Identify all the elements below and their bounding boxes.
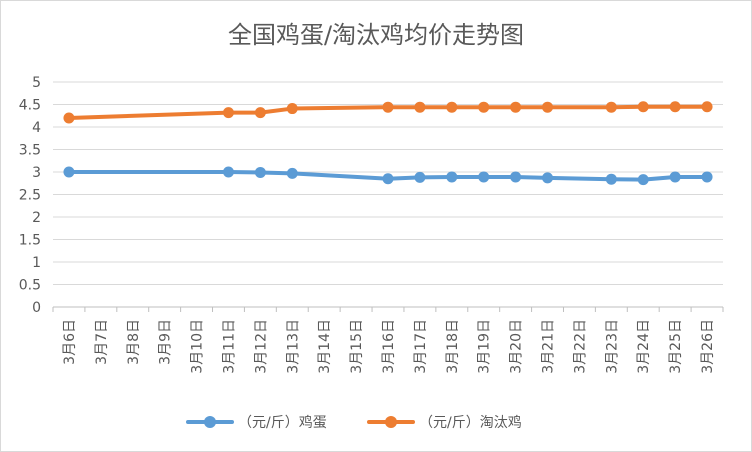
y-tick-label: 1 bbox=[32, 255, 41, 271]
x-tick-label: 3月9日 bbox=[158, 319, 174, 365]
data-point bbox=[478, 101, 490, 113]
legend-label: （元/斤）淘汰鸡 bbox=[419, 414, 522, 431]
data-point bbox=[254, 107, 266, 119]
data-point bbox=[478, 171, 490, 183]
x-tick-label: 3月25日 bbox=[668, 319, 684, 374]
y-tick-label: 4.5 bbox=[19, 98, 41, 114]
y-tick-label: 0 bbox=[32, 300, 41, 316]
data-point bbox=[701, 101, 713, 113]
data-point bbox=[605, 101, 617, 113]
data-point bbox=[414, 171, 426, 183]
x-tick-label: 3月17日 bbox=[413, 319, 429, 374]
x-tick-label: 3月14日 bbox=[317, 319, 333, 374]
y-tick-label: 1.5 bbox=[19, 233, 41, 249]
data-point bbox=[222, 107, 234, 119]
x-tick-label: 3月22日 bbox=[572, 319, 588, 374]
data-point bbox=[510, 101, 522, 113]
data-point bbox=[382, 101, 394, 113]
x-tick-label: 3月6日 bbox=[62, 319, 78, 365]
data-point bbox=[605, 173, 617, 185]
y-tick-label: 5 bbox=[32, 75, 41, 91]
series-eggs bbox=[63, 166, 713, 186]
chart-title: 全国鸡蛋/淘汰鸡均价走势图 bbox=[228, 21, 524, 49]
y-axis-ticks: 5 4.5 4 3.5 3 2.5 2 1.5 1 0.5 0 bbox=[19, 75, 41, 316]
legend-swatch-marker bbox=[385, 416, 397, 428]
y-tick-label: 2 bbox=[32, 210, 41, 226]
legend-label: （元/斤）鸡蛋 bbox=[238, 414, 327, 431]
series-layer bbox=[63, 101, 713, 186]
y-tick-label: 3.5 bbox=[19, 143, 41, 159]
data-point bbox=[669, 101, 681, 113]
x-tick-label: 3月26日 bbox=[700, 319, 716, 374]
data-point bbox=[63, 112, 75, 124]
data-point bbox=[222, 166, 234, 178]
x-axis: 3月6日 3月7日 3月8日 3月9日 3月10日 3月11日 3月12日 3月13日 3月14… bbox=[52, 306, 724, 374]
legend[interactable]: （元/斤）鸡蛋 （元/斤）淘汰鸡 bbox=[186, 414, 522, 431]
series-culled-hens bbox=[63, 101, 713, 124]
data-point bbox=[63, 166, 75, 178]
x-tick-label: 3月23日 bbox=[604, 319, 620, 374]
x-tick-label: 3月11日 bbox=[221, 319, 237, 374]
data-point bbox=[286, 103, 298, 115]
x-tick-label: 3月15日 bbox=[349, 319, 365, 374]
legend-entry[interactable]: （元/斤）淘汰鸡 bbox=[367, 414, 522, 431]
data-point bbox=[542, 101, 554, 113]
y-tick-label: 2.5 bbox=[19, 188, 41, 204]
x-tick-label: 3月16日 bbox=[381, 319, 397, 374]
data-point bbox=[414, 101, 426, 113]
x-tick-label: 3月12日 bbox=[253, 319, 269, 374]
x-tick-label: 3月8日 bbox=[126, 319, 142, 365]
y-tick-label: 4 bbox=[32, 120, 41, 136]
y-tick-label: 3 bbox=[32, 165, 41, 181]
data-point bbox=[446, 101, 458, 113]
x-tick-label: 3月21日 bbox=[541, 319, 557, 374]
x-tick-label: 3月20日 bbox=[509, 319, 525, 374]
legend-swatch-marker bbox=[204, 416, 216, 428]
x-tick-label: 3月7日 bbox=[94, 319, 110, 365]
data-point bbox=[701, 171, 713, 183]
x-tick-label: 3月13日 bbox=[285, 319, 301, 374]
legend-entry[interactable]: （元/斤）鸡蛋 bbox=[186, 414, 327, 431]
data-point bbox=[637, 101, 649, 113]
data-point bbox=[286, 167, 298, 179]
data-point bbox=[669, 171, 681, 183]
data-point bbox=[637, 174, 649, 186]
y-tick-label: 0.5 bbox=[19, 278, 41, 294]
data-point bbox=[446, 171, 458, 183]
data-point bbox=[382, 173, 394, 185]
x-tick-label: 3月19日 bbox=[477, 319, 493, 374]
data-point bbox=[254, 166, 266, 178]
data-point bbox=[510, 171, 522, 183]
x-tick-label: 3月24日 bbox=[636, 319, 652, 374]
x-tick-label: 3月18日 bbox=[445, 319, 461, 374]
gridlines bbox=[53, 81, 723, 285]
data-point bbox=[542, 172, 554, 184]
x-tick-label: 3月10日 bbox=[190, 319, 206, 374]
